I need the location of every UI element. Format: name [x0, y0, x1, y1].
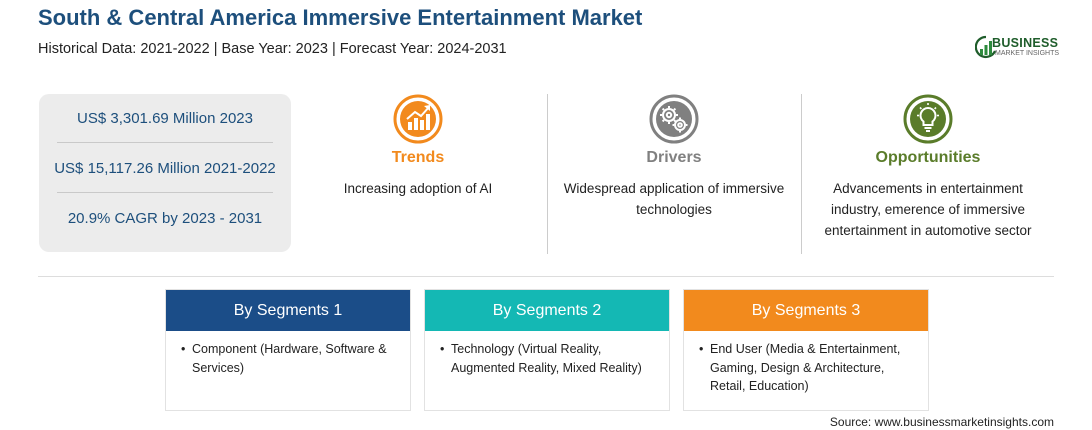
segment-item: • Component (Hardware, Software & Servic… [166, 331, 410, 377]
segment-item: • End User (Media & Entertainment, Gamin… [684, 331, 928, 396]
source-credit: Source: www.businessmarketinsights.com [829, 415, 1054, 429]
drivers-column: Drivers Widespread application of immers… [554, 94, 794, 254]
page-title: South & Central America Immersive Entert… [38, 5, 643, 30]
segment-heading: By Segments 3 [684, 290, 928, 331]
trends-text: Increasing adoption of AI [343, 181, 493, 196]
stat-historical-value: US$ 15,117.26 Million 2021-2022 [54, 160, 276, 177]
opportunities-text: Advancements in entertainment industry, … [824, 181, 1032, 238]
bullet-icon: • [181, 342, 186, 356]
drivers-heading: Drivers [646, 149, 702, 166]
stat-cagr: 20.9% CAGR by 2023 - 2031 [67, 210, 263, 227]
segment-text: End User (Media & Entertainment, Gaming,… [710, 342, 901, 393]
opportunities-column: Opportunities Advancements in entertainm… [808, 94, 1048, 254]
drivers-text: Widespread application of immersive tech… [563, 181, 785, 217]
market-stats-panel: US$ 3,301.69 Million 2023 US$ 15,117.26 … [39, 94, 291, 252]
logo-wordmark: BUSINESS [992, 36, 1059, 50]
segment-text: Component (Hardware, Software & Services… [192, 342, 387, 375]
brand-logo: BUSINESS MARKET INSIGHTS [975, 35, 1065, 65]
page-subtitle: Historical Data: 2021-2022 | Base Year: … [38, 41, 507, 57]
column-divider [547, 94, 548, 254]
section-divider [38, 276, 1054, 277]
segment-item: • Technology (Virtual Reality, Augmented… [425, 331, 669, 377]
logo-tagline: MARKET INSIGHTS [995, 50, 1060, 57]
segment-card-3: By Segments 3 • End User (Media & Entert… [683, 289, 929, 411]
lightbulb-icon [903, 94, 953, 144]
segment-text: Technology (Virtual Reality, Augmented R… [451, 342, 642, 375]
segment-heading: By Segments 1 [166, 290, 410, 331]
stats-divider [57, 142, 273, 143]
bullet-icon: • [699, 342, 704, 356]
segment-card-1: By Segments 1 • Component (Hardware, Sof… [165, 289, 411, 411]
trends-column: Trends Increasing adoption of AI [298, 94, 538, 254]
column-divider [801, 94, 802, 254]
segment-card-2: By Segments 2 • Technology (Virtual Real… [424, 289, 670, 411]
opportunities-heading: Opportunities [875, 149, 981, 166]
stats-divider [57, 192, 273, 193]
bullet-icon: • [440, 342, 445, 356]
logo-globe-icon [975, 35, 997, 59]
stat-market-size-2023: US$ 3,301.69 Million 2023 [77, 110, 253, 127]
trends-heading: Trends [391, 149, 445, 166]
segment-heading: By Segments 2 [425, 290, 669, 331]
rising-chart-icon [393, 94, 443, 144]
gears-icon [649, 94, 699, 144]
